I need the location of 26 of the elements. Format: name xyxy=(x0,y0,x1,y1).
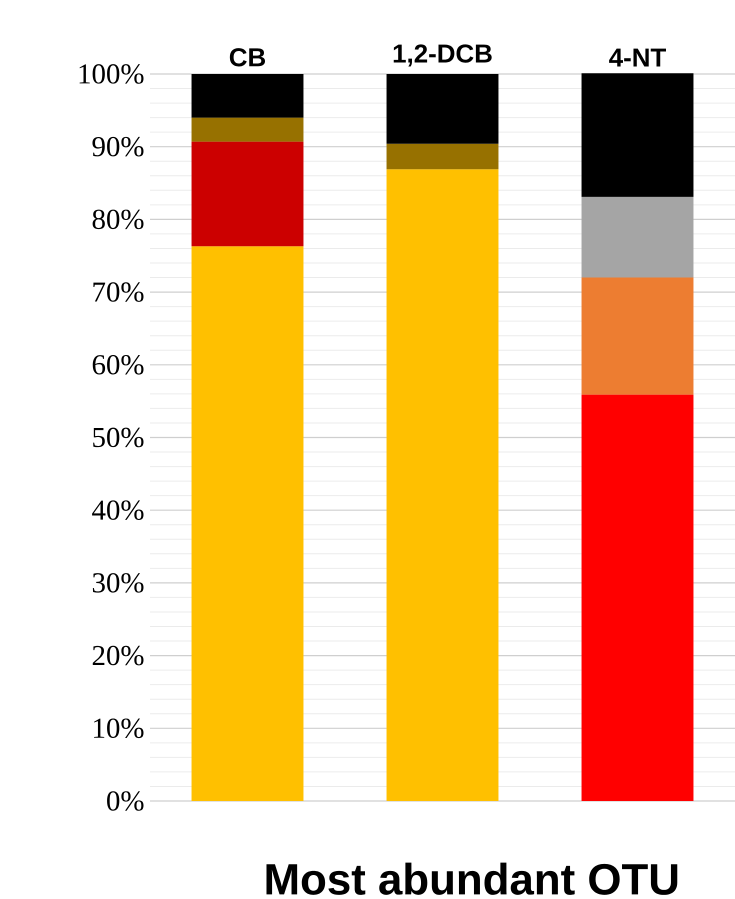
y-tick-label: 60% xyxy=(92,354,144,375)
y-tick-label: 90% xyxy=(92,136,144,156)
y-tick-label: 20% xyxy=(92,646,144,666)
y-tick-label: 70% xyxy=(93,282,144,302)
bar xyxy=(192,118,304,142)
bar xyxy=(192,246,304,801)
y-tick-label: 10% xyxy=(94,718,144,738)
y-tick-label: 50% xyxy=(93,428,144,448)
x-axis-title: Most abundant OTU xyxy=(266,862,678,895)
y-tick-label: 30% xyxy=(92,573,144,593)
bar xyxy=(582,394,694,801)
bar xyxy=(386,144,498,170)
y-tick-label: 40% xyxy=(92,500,144,520)
x-tick-label: 1,2-DCB xyxy=(394,44,492,66)
y-tick-label: 100% xyxy=(80,64,144,84)
bar xyxy=(386,74,498,144)
bar xyxy=(582,196,694,278)
bar xyxy=(192,74,304,118)
bar xyxy=(582,278,694,395)
bar xyxy=(192,142,304,246)
x-tick-label: 4-NT xyxy=(609,48,666,66)
bar xyxy=(582,73,694,197)
x-tick-label: CB xyxy=(230,48,266,66)
y-tick-label: 80% xyxy=(92,210,144,230)
y-tick-label: 0% xyxy=(107,791,144,811)
bar xyxy=(386,169,498,801)
